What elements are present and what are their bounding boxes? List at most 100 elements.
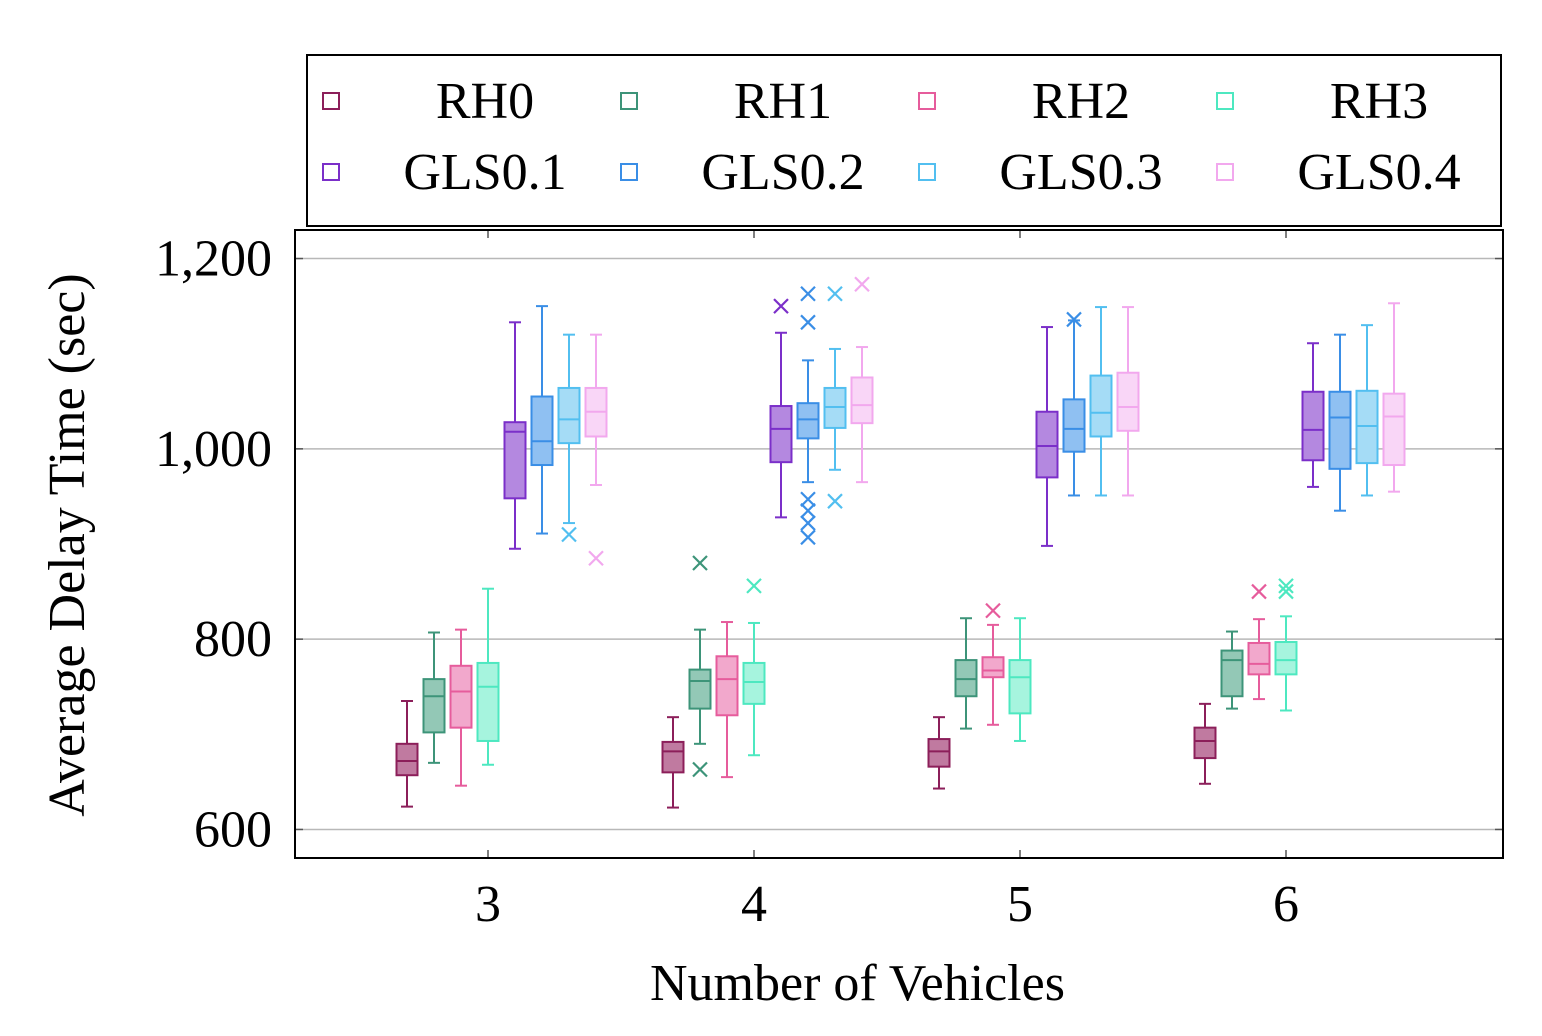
box-body [1089, 374, 1113, 438]
box-body [981, 656, 1005, 679]
legend: RH0 RH1 RH2 RH3 GLS0.1 GLS0.2 GLS0.3 GLS0.4 [306, 54, 1502, 227]
box-GLS0.3-6 [1355, 324, 1379, 497]
box-body [503, 421, 527, 500]
box-GLS0.2-3 [530, 305, 554, 535]
box-GLS0.4-6 [1382, 302, 1406, 493]
box-body [1220, 649, 1244, 698]
outlier-marker [800, 491, 816, 508]
legend-swatch-icon [620, 163, 638, 181]
box-body [1008, 659, 1032, 715]
box-body [1116, 371, 1140, 432]
box-body [530, 395, 554, 467]
x-axis-title: Number of Vehicles [650, 955, 1065, 1012]
legend-label: RH1 [733, 73, 833, 130]
box-body [1274, 641, 1298, 676]
axis-ticks [295, 230, 1503, 858]
legend-swatch-icon [620, 92, 638, 110]
box-body [769, 405, 793, 464]
legend-label: RH2 [1031, 73, 1131, 130]
y-tick-labels: 600 800 1,000 1,200 [155, 231, 272, 859]
outlier-marker [1251, 583, 1267, 600]
box-body [1062, 398, 1086, 453]
box-body [796, 402, 820, 440]
legend-swatch-icon [1216, 92, 1234, 110]
box-body [476, 661, 500, 742]
box-body [395, 742, 419, 777]
box-RH3-3 [476, 587, 500, 766]
box-RH0-6 [1193, 702, 1217, 785]
box-GLS0.1-3 [503, 321, 527, 550]
box-RH0-3 [395, 700, 419, 808]
legend-label: GLS0.4 [1297, 144, 1461, 201]
outlier-marker [746, 578, 762, 594]
box-body [742, 661, 766, 705]
grid-lines [295, 257, 1503, 831]
box-body [1382, 392, 1406, 467]
legend-swatch-icon [1216, 163, 1234, 181]
legend-label: RH0 [435, 73, 535, 130]
box-GLS0.3-5 [1089, 306, 1113, 497]
y-tick-label: 1,000 [155, 421, 272, 478]
plot-frame [294, 229, 1504, 859]
box-body [715, 655, 739, 717]
box-GLS0.3-4 [823, 285, 847, 509]
legend-label: RH3 [1329, 73, 1429, 130]
box-GLS0.2-5 [1062, 311, 1086, 497]
outlier-marker [773, 298, 789, 314]
box-GLS0.4-3 [584, 333, 608, 567]
box-body [661, 740, 685, 774]
box-RH3-5 [1008, 617, 1032, 742]
box-GLS0.1-6 [1301, 342, 1325, 488]
box-body [688, 668, 712, 710]
legend-label: GLS0.1 [403, 144, 567, 201]
box-RH0-4 [661, 716, 685, 809]
outlier-marker [1278, 583, 1294, 600]
legend-swatch-icon [918, 163, 936, 181]
box-body [1035, 410, 1059, 479]
outlier-marker [588, 550, 604, 567]
outlier-marker [827, 285, 843, 302]
y-tick-label: 800 [194, 611, 272, 668]
box-plots [395, 276, 1406, 809]
box-body [1301, 390, 1325, 462]
outlier-marker [800, 285, 816, 302]
box-RH1-4 [688, 555, 712, 778]
box-body [422, 678, 446, 734]
x-tick-labels: 3 4 5 6 [475, 876, 1299, 933]
box-RH1-3 [422, 631, 446, 764]
box-RH1-5 [954, 617, 978, 730]
box-GLS0.3-3 [557, 333, 581, 543]
box-RH3-6 [1274, 578, 1298, 712]
outlier-marker [827, 493, 843, 509]
outlier-marker [800, 515, 816, 531]
x-tick-label: 3 [475, 876, 501, 933]
box-RH3-4 [742, 578, 766, 757]
x-tick-label: 5 [1007, 876, 1033, 933]
box-body [449, 664, 473, 729]
box-GLS0.4-4 [850, 276, 874, 484]
x-tick-label: 4 [741, 876, 767, 933]
x-tick-label: 6 [1273, 876, 1299, 933]
box-GLS0.2-4 [796, 285, 820, 546]
outlier-marker [692, 555, 708, 571]
box-GLS0.1-4 [769, 298, 793, 519]
outlier-marker [692, 761, 708, 778]
outlier-marker [1066, 311, 1082, 328]
outlier-marker [800, 502, 816, 519]
box-body [850, 376, 874, 425]
legend-label: GLS0.3 [999, 144, 1163, 201]
box-RH2-3 [449, 628, 473, 787]
box-body [1247, 641, 1271, 676]
box-RH2-6 [1247, 583, 1271, 701]
outlier-marker [854, 276, 870, 293]
outlier-marker [985, 602, 1001, 619]
box-RH2-4 [715, 621, 739, 779]
y-tick-label: 1,200 [155, 231, 272, 288]
y-axis-title: Average Delay Time (sec) [39, 273, 96, 817]
outlier-marker [800, 314, 816, 331]
box-GLS0.4-5 [1116, 306, 1140, 497]
legend-swatch-icon [322, 92, 340, 110]
box-GLS0.2-6 [1328, 333, 1352, 512]
box-RH2-5 [981, 602, 1005, 726]
